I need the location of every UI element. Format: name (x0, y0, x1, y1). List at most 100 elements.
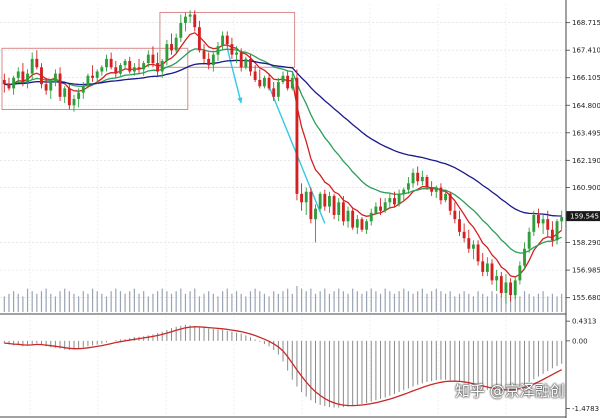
candle-body (142, 63, 146, 70)
candle-body (439, 187, 443, 201)
candle-body (304, 191, 308, 203)
candle-body (202, 50, 206, 59)
candle-body (30, 58, 34, 74)
candle-body (100, 67, 104, 72)
candle-body (216, 46, 220, 55)
macd-panel (3, 324, 563, 408)
candle-body (72, 98, 76, 106)
candle-body (58, 73, 62, 97)
price-tick-label: 156.985 (572, 267, 600, 275)
candle-body (550, 229, 554, 241)
candle-body (416, 172, 420, 182)
candle-body (146, 54, 150, 64)
candle-body (67, 88, 71, 106)
candle-body (221, 35, 225, 47)
current-price-label: 159.545 (570, 213, 599, 221)
candle-body (383, 202, 387, 211)
candle-body (253, 71, 257, 80)
candle-body (476, 244, 480, 262)
price-tick-label: 155.680 (572, 294, 600, 302)
candle-body (467, 238, 471, 249)
candle-body (448, 193, 452, 211)
candle-body (509, 282, 513, 296)
candle-body (109, 58, 113, 68)
candle-body (420, 176, 424, 182)
candle-body (49, 82, 53, 91)
candle-body (105, 58, 108, 68)
candle-body (114, 67, 118, 74)
candle-body (53, 73, 57, 83)
candle-body (286, 75, 290, 89)
watermark: 知乎 @京泽融创 (455, 382, 565, 400)
candle-body (300, 193, 304, 203)
candle-body (225, 35, 229, 45)
candle-body (481, 261, 485, 272)
candle-body (523, 248, 526, 266)
candle-body (165, 44, 169, 61)
candle-body (40, 67, 43, 85)
candle-body (137, 67, 141, 70)
candle-body (128, 60, 132, 72)
macd-tick-label: 0.00 (572, 337, 588, 345)
candle-body (393, 198, 396, 205)
candle-body (26, 73, 29, 83)
candle-body (355, 219, 359, 228)
candle-body (532, 214, 536, 232)
candle-body (458, 219, 461, 232)
candle-body (7, 84, 11, 89)
candle-body (351, 210, 355, 228)
price-tick-label: 164.800 (572, 102, 600, 110)
candle-body (267, 77, 271, 89)
candle-body (337, 202, 341, 215)
candle-body (132, 67, 136, 72)
candle-body (249, 58, 252, 72)
candle-body (258, 79, 262, 87)
candle-body (374, 206, 378, 213)
macd-tick-label: 0.4313 (572, 318, 597, 326)
candle-body (360, 219, 364, 230)
price-axis: 168.715 167.410 166.105 164.800 163.495 162.1… (566, 19, 600, 413)
candle-body (197, 27, 201, 51)
annotation-arrowhead (237, 97, 243, 104)
price-tick-label: 162.190 (572, 157, 600, 165)
candle-body (151, 54, 155, 64)
candle-body (323, 193, 327, 207)
candle-body (211, 54, 215, 66)
candle-body (86, 75, 90, 87)
volume-bars (3, 286, 563, 312)
candle-body (490, 263, 494, 281)
price-tick-label: 158.290 (572, 239, 600, 247)
candlesticks (2, 10, 564, 304)
candle-body (453, 210, 457, 220)
candle-body (44, 84, 48, 91)
candle-body (332, 195, 336, 215)
candle-body (290, 77, 294, 89)
candle-body (156, 63, 160, 72)
candle-body (21, 71, 25, 83)
candle-body (184, 16, 187, 23)
candle-body (379, 206, 382, 211)
candle-body (193, 14, 197, 28)
candle-body (485, 263, 489, 272)
candle-body (411, 172, 415, 184)
price-tick-label: 163.495 (572, 129, 600, 137)
candle-body (504, 282, 508, 294)
candle-body (188, 14, 192, 17)
candle-body (541, 219, 545, 224)
candle-body (281, 75, 285, 83)
candle-body (388, 198, 392, 203)
current-price-tag (566, 211, 600, 222)
candle-body (555, 221, 559, 241)
macd-signal-line (4, 326, 562, 407)
candle-body (318, 193, 322, 209)
price-tick-label: 168.715 (572, 19, 600, 27)
candle-body (546, 219, 550, 230)
candle-body (341, 202, 345, 222)
candle-body (244, 58, 248, 68)
candle-body (160, 60, 164, 72)
candle-body (434, 187, 438, 192)
candle-body (499, 276, 503, 294)
candle-body (295, 77, 299, 194)
candle-body (365, 221, 369, 230)
